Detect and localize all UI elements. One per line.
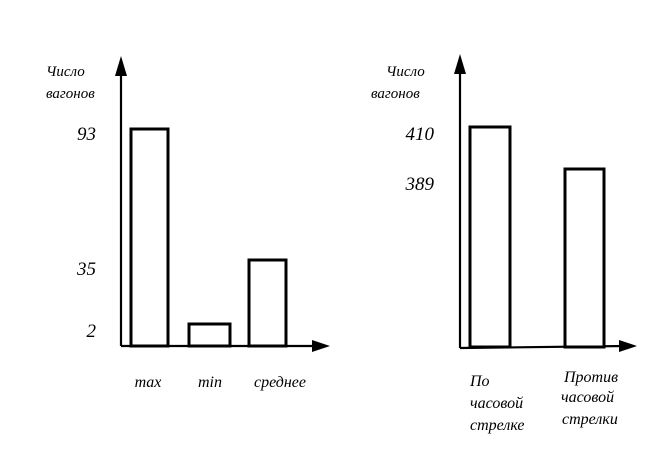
- chart-1-y-axis-arrow: [115, 56, 127, 76]
- chart-2-category-2-line-3: стрелки: [562, 411, 618, 428]
- chart-1-ylabel-line-2: вагонов: [46, 86, 95, 102]
- chart-2-y-axis-arrow: [454, 54, 466, 74]
- chart-2-category-1-line-1: По: [469, 373, 490, 390]
- chart-2-category-1-line-2: часовой: [470, 395, 523, 412]
- chart-1-bar-1: [129, 127, 170, 348]
- chart-2-bar-2: [563, 167, 606, 349]
- chart-2-ytick-389: 389: [405, 174, 435, 195]
- chart-2: Число вагонов 410 389 По часовой стрелке…: [371, 54, 637, 434]
- chart-2-ylabel-line-2: вагонов: [371, 86, 420, 102]
- chart-2-category-2-line-1: Против: [563, 369, 618, 386]
- chart-1-category-min: min: [198, 374, 222, 391]
- chart-2-ylabel-line-1: Число: [386, 64, 425, 80]
- chart-2-category-1-line-3: стрелке: [470, 417, 525, 434]
- chart-1-bar-3: [247, 258, 288, 348]
- chart-1-x-axis-arrow: [312, 340, 330, 352]
- chart-1-ytick-2: 2: [87, 321, 97, 342]
- chart-1: Число вагонов 93 35 2 max min среднее: [46, 56, 330, 391]
- chart-1-ylabel-line-1: Число: [46, 64, 85, 80]
- chart-1-ytick-35: 35: [76, 259, 96, 280]
- chart-1-category-max: max: [135, 374, 162, 391]
- chart-2-category-2-line-2: часовой: [561, 389, 614, 406]
- chart-2-x-axis-arrow: [619, 340, 637, 352]
- chart-2-bar-1: [468, 125, 512, 349]
- chart-2-ytick-410: 410: [406, 124, 435, 145]
- chart-1-ytick-93: 93: [77, 124, 96, 145]
- chart-1-category-average: среднее: [254, 374, 306, 391]
- chart-1-bar-2: [187, 322, 232, 348]
